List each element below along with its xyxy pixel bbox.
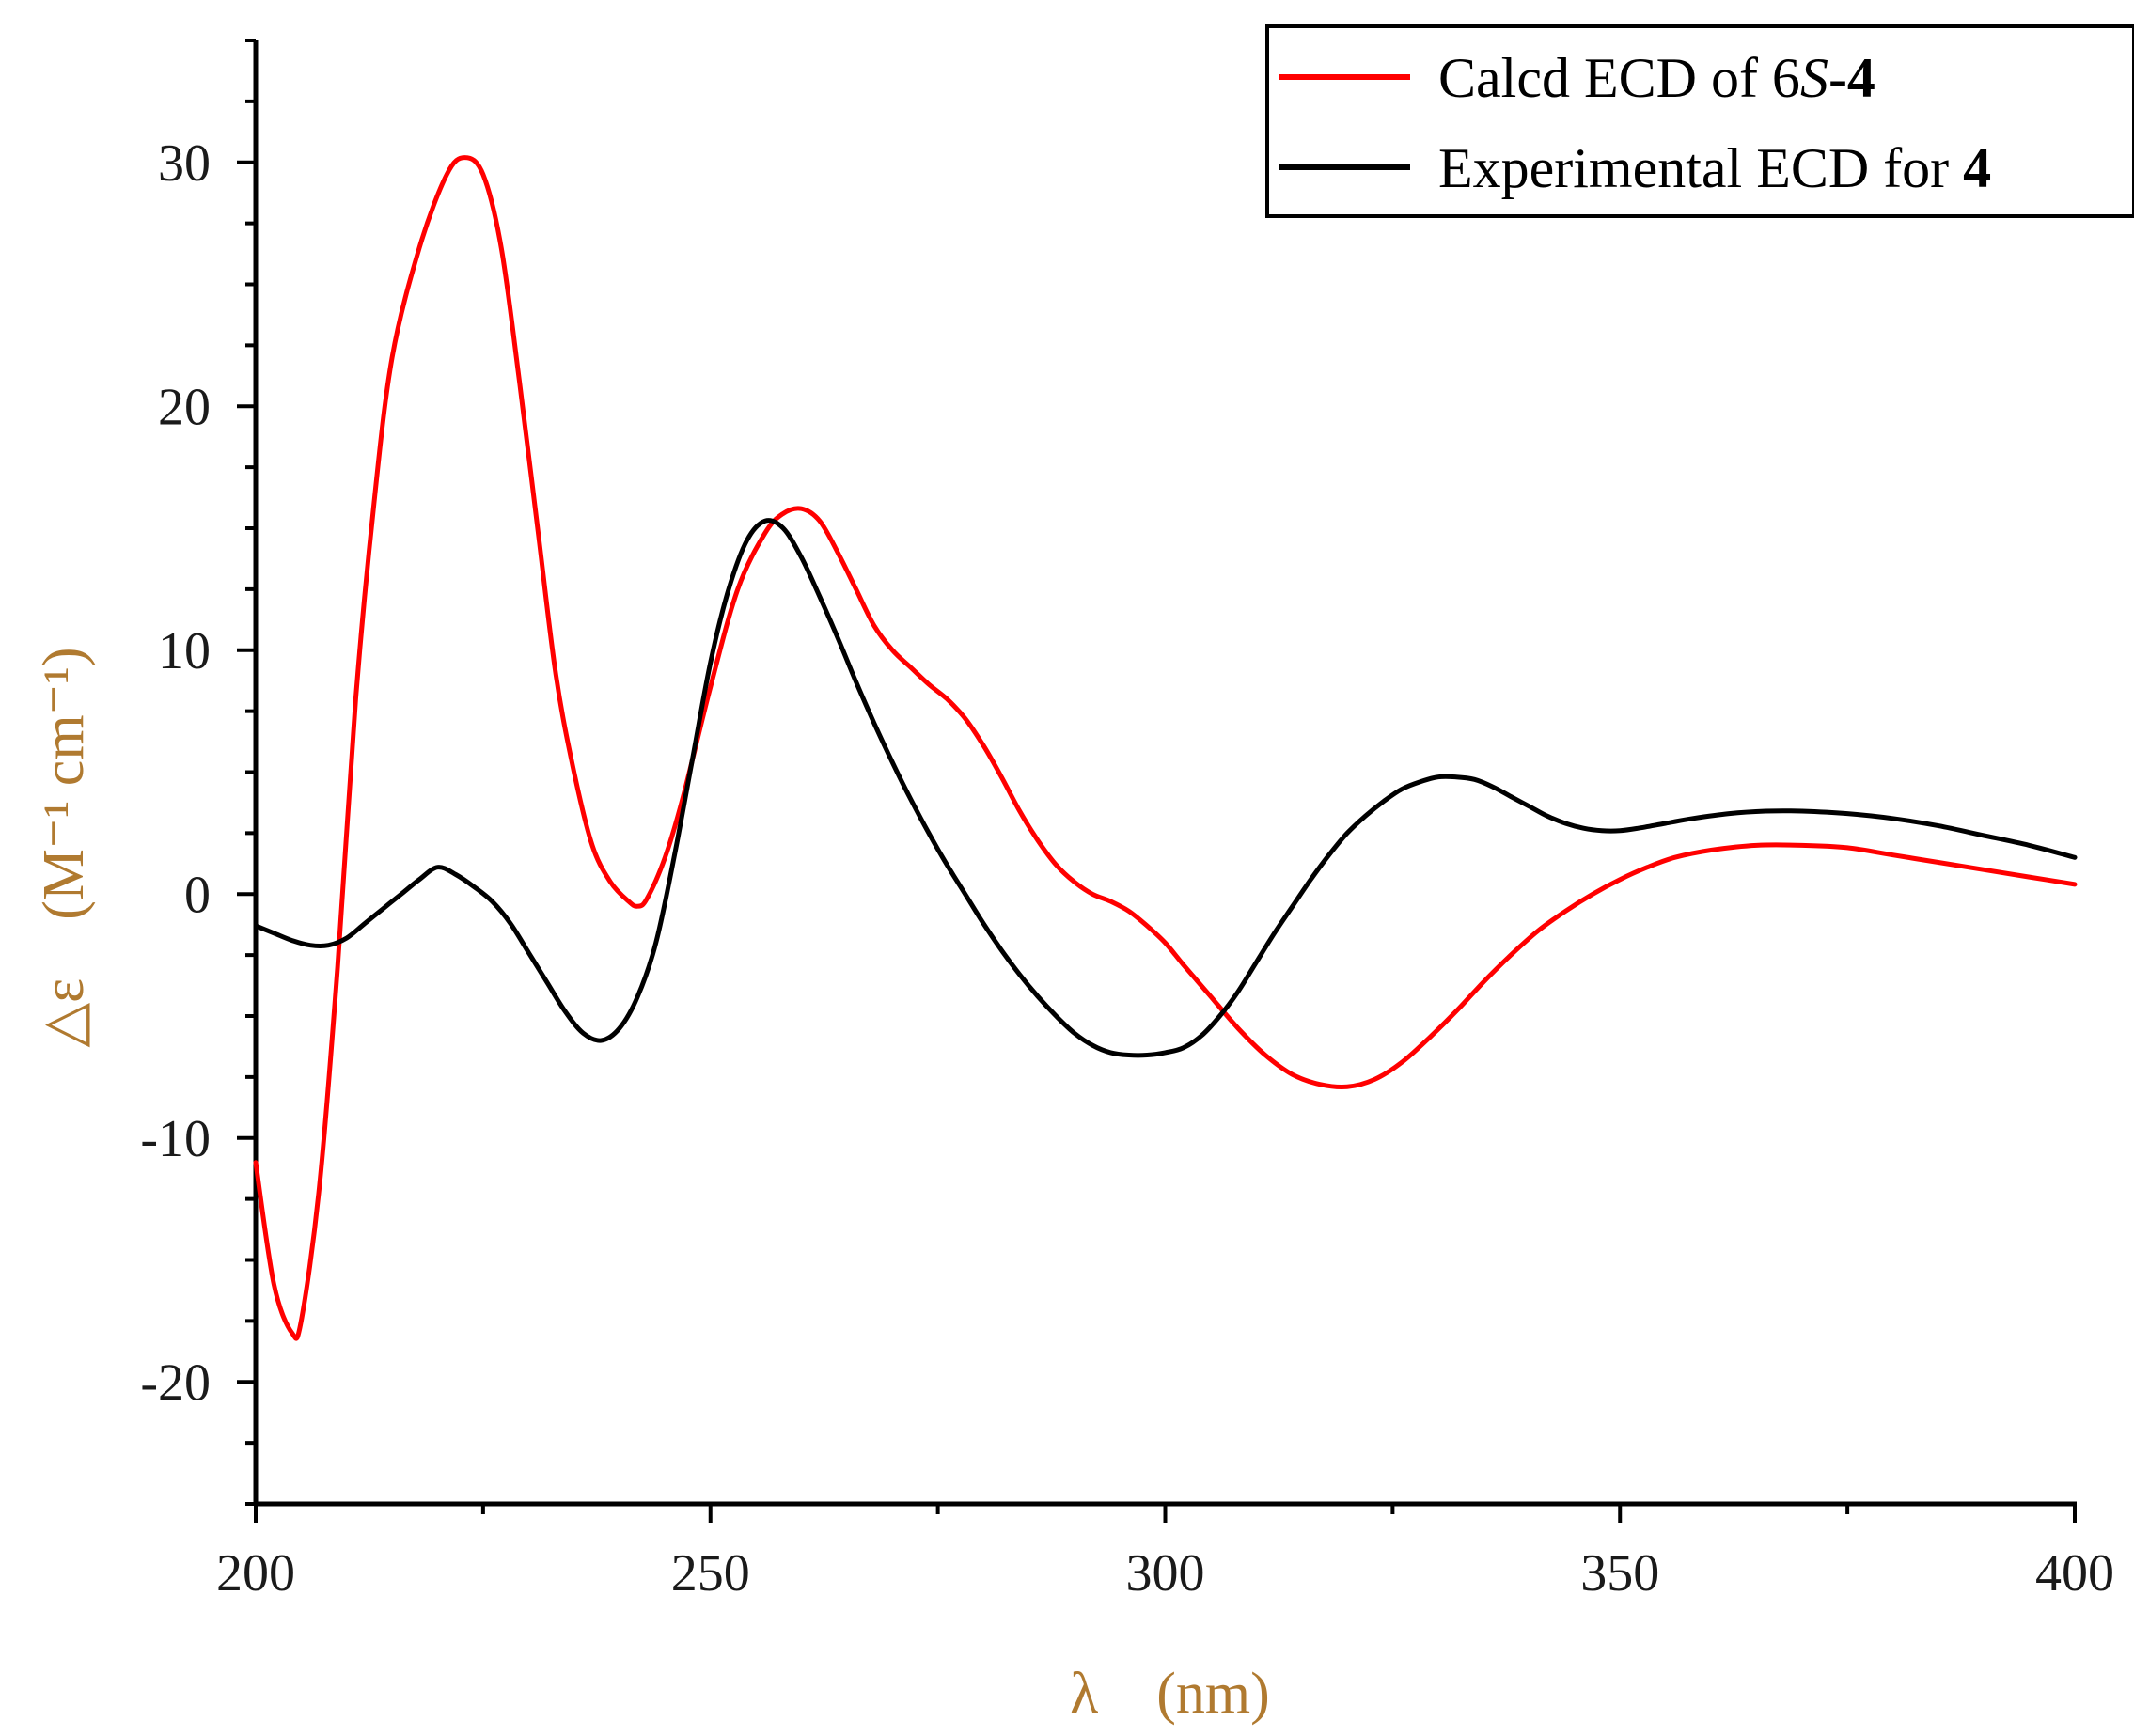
series-group (253, 155, 2078, 1341)
y-axis-title: △ε (M⁻¹ cm⁻¹) (32, 647, 96, 1047)
legend-item-calcd: Calcd ECD of 6S-4 (1279, 47, 1875, 109)
legend-label-part: 4 (1963, 137, 1991, 199)
legend-label-part: 4 (1847, 47, 1875, 109)
calcd-ecd-series-line (253, 155, 2078, 1341)
x-tick-label: 400 (2035, 1544, 2114, 1603)
legend-label-part: Experimental ECD for (1438, 137, 1963, 199)
x-tick-label: 250 (671, 1544, 750, 1603)
x-axis-title: λ (nm) (1070, 1662, 1270, 1726)
y-tick-label: 0 (184, 866, 211, 924)
x-tick-label: 300 (1126, 1544, 1205, 1603)
axes-group: -20 -10 0 10 20 30 200 250 300 350 400 (140, 39, 2114, 1603)
legend-item-experimental: Experimental ECD for 4 (1279, 137, 1991, 199)
experimental-ecd-series-line (253, 518, 2078, 1058)
legend-label: Experimental ECD for 4 (1438, 137, 1991, 199)
y-tick-label: 30 (158, 134, 211, 193)
axis-labels-group: λ (nm) △ε (M⁻¹ cm⁻¹) (32, 647, 1270, 1726)
y-tick-label: -20 (140, 1353, 211, 1412)
y-tick-label: -10 (140, 1110, 211, 1168)
y-tick-label: 20 (158, 378, 211, 436)
legend-label-part: Calcd ECD of 6 (1438, 47, 1800, 109)
x-tick-label: 200 (216, 1544, 295, 1603)
y-tick-label: 10 (158, 622, 211, 680)
legend-box (1265, 24, 2134, 218)
x-tick-label: 350 (1580, 1544, 1659, 1603)
legend-label-part: - (1828, 47, 1847, 109)
legend-label: Calcd ECD of 6S-4 (1438, 47, 1875, 109)
legend-label-part: S (1800, 47, 1828, 109)
